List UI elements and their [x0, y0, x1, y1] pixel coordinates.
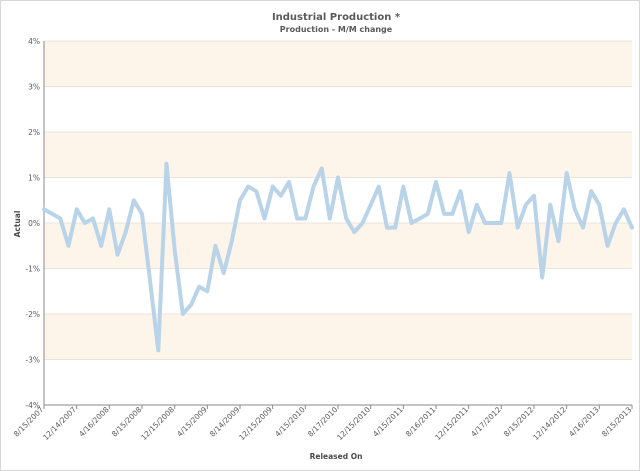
x-tick-label: 12/15/2008 [139, 405, 176, 442]
y-axis-label: Actual [13, 211, 22, 238]
y-axis-ticks: 4% 3% 2% 1% 0% -1% -2% -3% -4% [25, 37, 40, 410]
plot-band [44, 268, 632, 314]
plot-band [44, 314, 632, 360]
chart-subtitle: Production - M/M change [280, 25, 393, 34]
x-tick-label: 4/17/2012 [469, 405, 503, 439]
x-tick-label: 8/14/2009 [208, 405, 242, 439]
y-tick-label: -2% [25, 310, 40, 319]
plot-background-bands [44, 41, 632, 405]
x-tick-label: 8/16/2011 [404, 405, 438, 439]
x-tick-label: 12/14/2012 [531, 405, 568, 442]
x-tick-label: 12/15/2010 [335, 405, 372, 442]
x-tick-label: 8/15/2012 [502, 405, 536, 439]
plot-band [44, 132, 632, 178]
x-tick-label: 4/15/2010 [273, 405, 307, 439]
y-tick-label: 2% [28, 128, 40, 137]
plot-band [44, 41, 632, 87]
y-tick-label: 1% [28, 174, 40, 183]
plot-band [44, 86, 632, 132]
x-axis-label: Released On [310, 452, 363, 461]
series-lines [42, 161, 634, 353]
y-tick-label: 4% [28, 37, 40, 46]
x-tick-label: 8/15/2008 [110, 405, 144, 439]
y-tick-label: -3% [25, 356, 40, 365]
y-tick-label: 3% [28, 83, 40, 92]
x-tick-label: 4/16/2013 [567, 405, 601, 439]
y-tick-label: -4% [25, 401, 40, 410]
y-tick-label: 0% [28, 219, 40, 228]
series-line [42, 161, 634, 353]
y-tick-label: -1% [25, 265, 40, 274]
x-tick-label: 12/15/2011 [433, 405, 470, 442]
x-tick-label: 4/16/2008 [77, 405, 111, 439]
x-tick-label: 8/15/2013 [600, 405, 634, 439]
x-tick-label: 12/14/2007 [41, 405, 78, 442]
chart-title: Industrial Production * [272, 12, 401, 23]
x-tick-label: 12/15/2009 [237, 405, 274, 442]
x-tick-label: 4/15/2009 [175, 405, 209, 439]
plot-band [44, 359, 632, 405]
x-tick-label: 8/17/2010 [306, 405, 340, 439]
x-tick-label: 4/15/2011 [371, 405, 405, 439]
